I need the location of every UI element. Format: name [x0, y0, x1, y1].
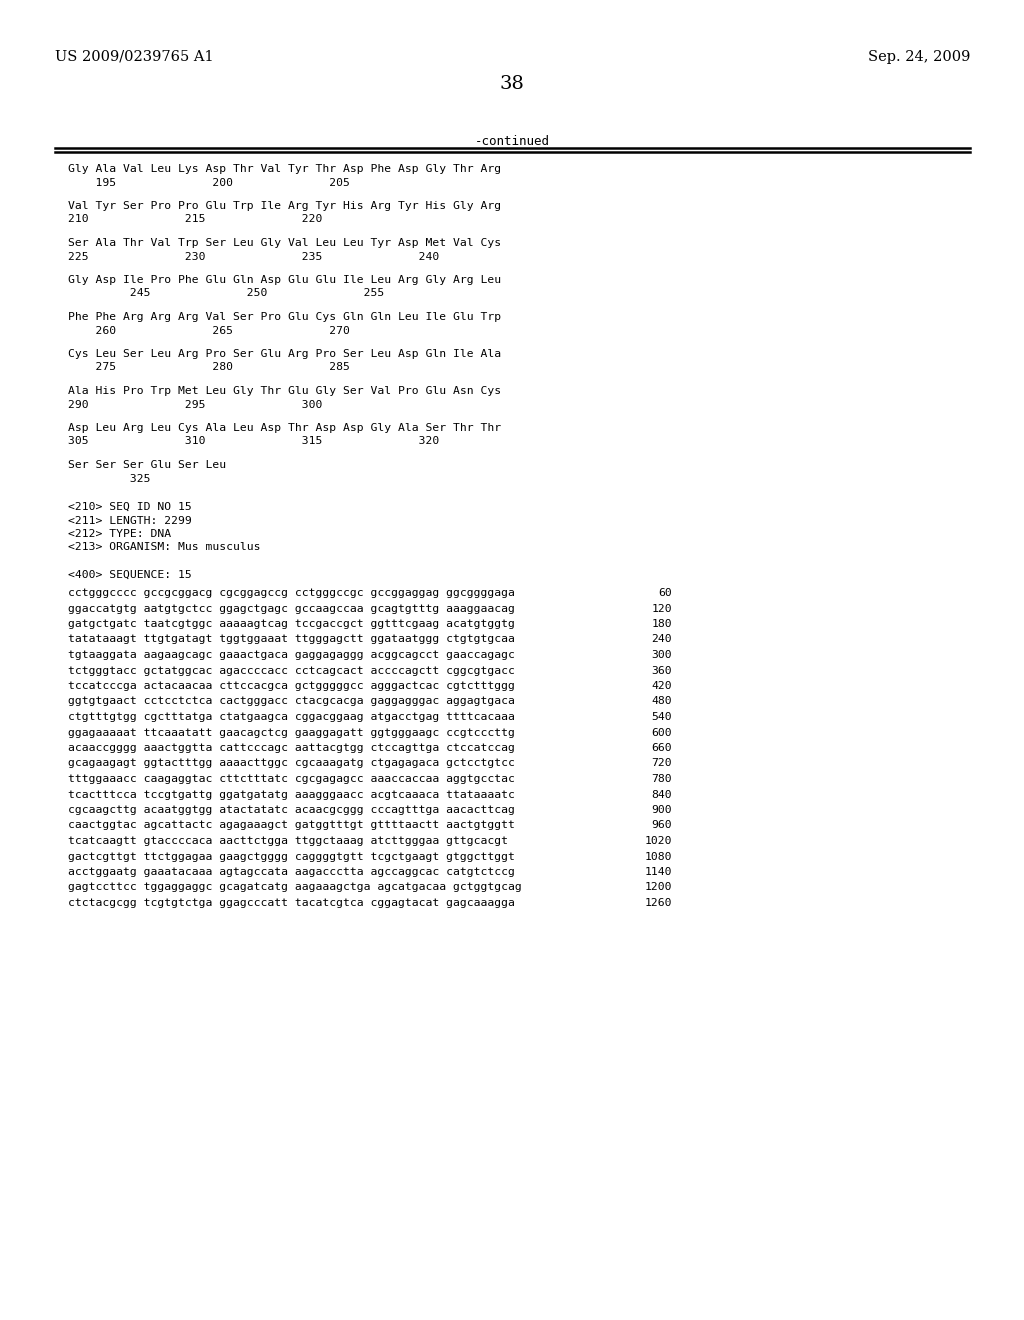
Text: 660: 660: [651, 743, 672, 752]
Text: caactggtac agcattactc agagaaagct gatggtttgt gttttaactt aactgtggtt: caactggtac agcattactc agagaaagct gatggtt…: [68, 821, 515, 830]
Text: 1140: 1140: [644, 867, 672, 876]
Text: -continued: -continued: [474, 135, 550, 148]
Text: ggagaaaaat ttcaaatatt gaacagctcg gaaggagatt ggtgggaagc ccgtcccttg: ggagaaaaat ttcaaatatt gaacagctcg gaaggag…: [68, 727, 515, 738]
Text: 260              265              270: 260 265 270: [68, 326, 350, 335]
Text: <212> TYPE: DNA: <212> TYPE: DNA: [68, 529, 171, 539]
Text: 780: 780: [651, 774, 672, 784]
Text: Phe Phe Arg Arg Arg Val Ser Pro Glu Cys Gln Gln Leu Ile Glu Trp: Phe Phe Arg Arg Arg Val Ser Pro Glu Cys …: [68, 312, 501, 322]
Text: 300: 300: [651, 649, 672, 660]
Text: <211> LENGTH: 2299: <211> LENGTH: 2299: [68, 516, 191, 525]
Text: 120: 120: [651, 603, 672, 614]
Text: 420: 420: [651, 681, 672, 690]
Text: acaaccgggg aaactggtta cattcccagc aattacgtgg ctccagttga ctccatccag: acaaccgggg aaactggtta cattcccagc aattacg…: [68, 743, 515, 752]
Text: cgcaagcttg acaatggtgg atactatatc acaacgcggg cccagtttga aacacttcag: cgcaagcttg acaatggtgg atactatatc acaacgc…: [68, 805, 515, 814]
Text: 180: 180: [651, 619, 672, 630]
Text: Ser Ser Ser Glu Ser Leu: Ser Ser Ser Glu Ser Leu: [68, 459, 226, 470]
Text: US 2009/0239765 A1: US 2009/0239765 A1: [55, 50, 214, 63]
Text: cctgggcccc gccgcggacg cgcggagccg cctgggccgc gccggaggag ggcggggaga: cctgggcccc gccgcggacg cgcggagccg cctgggc…: [68, 587, 515, 598]
Text: 225              230              235              240: 225 230 235 240: [68, 252, 439, 261]
Text: 1020: 1020: [644, 836, 672, 846]
Text: tttggaaacc caagaggtac cttctttatc cgcgagagcc aaaccaccaa aggtgcctac: tttggaaacc caagaggtac cttctttatc cgcgaga…: [68, 774, 515, 784]
Text: tatataaagt ttgtgatagt tggtggaaat ttgggagctt ggataatggg ctgtgtgcaa: tatataaagt ttgtgatagt tggtggaaat ttgggag…: [68, 635, 515, 644]
Text: Cys Leu Ser Leu Arg Pro Ser Glu Arg Pro Ser Leu Asp Gln Ile Ala: Cys Leu Ser Leu Arg Pro Ser Glu Arg Pro …: [68, 348, 501, 359]
Text: Sep. 24, 2009: Sep. 24, 2009: [867, 50, 970, 63]
Text: 38: 38: [500, 75, 524, 92]
Text: 195              200              205: 195 200 205: [68, 177, 350, 187]
Text: Asp Leu Arg Leu Cys Ala Leu Asp Thr Asp Asp Gly Ala Ser Thr Thr: Asp Leu Arg Leu Cys Ala Leu Asp Thr Asp …: [68, 422, 501, 433]
Text: 275              280              285: 275 280 285: [68, 363, 350, 372]
Text: 245              250              255: 245 250 255: [68, 289, 384, 298]
Text: 305              310              315              320: 305 310 315 320: [68, 437, 439, 446]
Text: gcagaagagt ggtactttgg aaaacttggc cgcaaagatg ctgagagaca gctcctgtcc: gcagaagagt ggtactttgg aaaacttggc cgcaaag…: [68, 759, 515, 768]
Text: 1200: 1200: [644, 883, 672, 892]
Text: 540: 540: [651, 711, 672, 722]
Text: 360: 360: [651, 665, 672, 676]
Text: 900: 900: [651, 805, 672, 814]
Text: 1260: 1260: [644, 898, 672, 908]
Text: ggaccatgtg aatgtgctcc ggagctgagc gccaagccaa gcagtgtttg aaaggaacag: ggaccatgtg aatgtgctcc ggagctgagc gccaagc…: [68, 603, 515, 614]
Text: 480: 480: [651, 697, 672, 706]
Text: ctgtttgtgg cgctttatga ctatgaagca cggacggaag atgacctgag ttttcacaaa: ctgtttgtgg cgctttatga ctatgaagca cggacgg…: [68, 711, 515, 722]
Text: gatgctgatc taatcgtggc aaaaagtcag tccgaccgct ggtttcgaag acatgtggtg: gatgctgatc taatcgtggc aaaaagtcag tccgacc…: [68, 619, 515, 630]
Text: ggtgtgaact cctcctctca cactgggacc ctacgcacga gaggagggac aggagtgaca: ggtgtgaact cctcctctca cactgggacc ctacgca…: [68, 697, 515, 706]
Text: 960: 960: [651, 821, 672, 830]
Text: tgtaaggata aagaagcagc gaaactgaca gaggagaggg acggcagcct gaaccagagc: tgtaaggata aagaagcagc gaaactgaca gaggaga…: [68, 649, 515, 660]
Text: 290              295              300: 290 295 300: [68, 400, 323, 409]
Text: Ala His Pro Trp Met Leu Gly Thr Glu Gly Ser Val Pro Glu Asn Cys: Ala His Pro Trp Met Leu Gly Thr Glu Gly …: [68, 385, 501, 396]
Text: gagtccttcc tggaggaggc gcagatcatg aagaaagctga agcatgacaa gctggtgcag: gagtccttcc tggaggaggc gcagatcatg aagaaag…: [68, 883, 522, 892]
Text: 210              215              220: 210 215 220: [68, 214, 323, 224]
Text: Val Tyr Ser Pro Pro Glu Trp Ile Arg Tyr His Arg Tyr His Gly Arg: Val Tyr Ser Pro Pro Glu Trp Ile Arg Tyr …: [68, 201, 501, 211]
Text: 325: 325: [68, 474, 151, 483]
Text: <400> SEQUENCE: 15: <400> SEQUENCE: 15: [68, 569, 191, 579]
Text: ctctacgcgg tcgtgtctga ggagcccatt tacatcgtca cggagtacat gagcaaagga: ctctacgcgg tcgtgtctga ggagcccatt tacatcg…: [68, 898, 515, 908]
Text: <210> SEQ ID NO 15: <210> SEQ ID NO 15: [68, 502, 191, 512]
Text: 840: 840: [651, 789, 672, 800]
Text: 600: 600: [651, 727, 672, 738]
Text: tctgggtacc gctatggcac agaccccacc cctcagcact accccagctt cggcgtgacc: tctgggtacc gctatggcac agaccccacc cctcagc…: [68, 665, 515, 676]
Text: 60: 60: [658, 587, 672, 598]
Text: <213> ORGANISM: Mus musculus: <213> ORGANISM: Mus musculus: [68, 543, 260, 553]
Text: tcatcaagtt gtaccccaca aacttctgga ttggctaaag atcttgggaa gttgcacgt: tcatcaagtt gtaccccaca aacttctgga ttggcta…: [68, 836, 508, 846]
Text: 1080: 1080: [644, 851, 672, 862]
Text: gactcgttgt ttctggagaa gaagctgggg caggggtgtt tcgctgaagt gtggcttggt: gactcgttgt ttctggagaa gaagctgggg caggggt…: [68, 851, 515, 862]
Text: 240: 240: [651, 635, 672, 644]
Text: Ser Ala Thr Val Trp Ser Leu Gly Val Leu Leu Tyr Asp Met Val Cys: Ser Ala Thr Val Trp Ser Leu Gly Val Leu …: [68, 238, 501, 248]
Text: tccatcccga actacaacaa cttccacgca gctgggggcc agggactcac cgtctttggg: tccatcccga actacaacaa cttccacgca gctgggg…: [68, 681, 515, 690]
Text: tcactttcca tccgtgattg ggatgatatg aaagggaacc acgtcaaaca ttataaaatc: tcactttcca tccgtgattg ggatgatatg aaaggga…: [68, 789, 515, 800]
Text: Gly Asp Ile Pro Phe Glu Gln Asp Glu Glu Ile Leu Arg Gly Arg Leu: Gly Asp Ile Pro Phe Glu Gln Asp Glu Glu …: [68, 275, 501, 285]
Text: acctggaatg gaaatacaaa agtagccata aagaccctta agccaggcac catgtctccg: acctggaatg gaaatacaaa agtagccata aagaccc…: [68, 867, 515, 876]
Text: 720: 720: [651, 759, 672, 768]
Text: Gly Ala Val Leu Lys Asp Thr Val Tyr Thr Asp Phe Asp Gly Thr Arg: Gly Ala Val Leu Lys Asp Thr Val Tyr Thr …: [68, 164, 501, 174]
